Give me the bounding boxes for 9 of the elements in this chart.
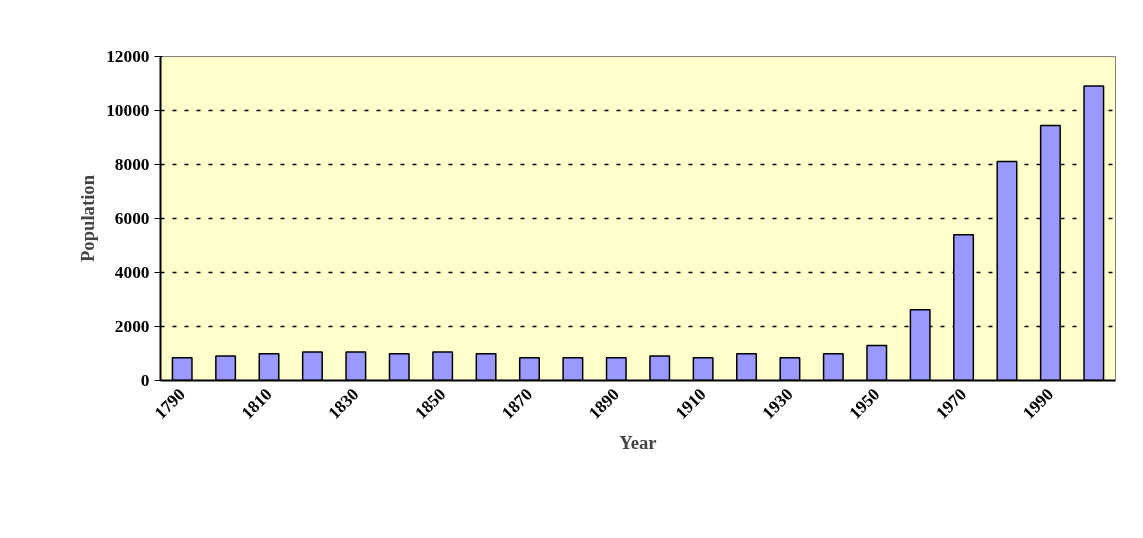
y-tick-label: 2000 (114, 317, 150, 336)
y-tick-label: 4000 (114, 263, 150, 282)
y-tick-label: 6000 (114, 209, 150, 228)
y-axis-title: Population (77, 174, 99, 263)
x-axis-title: Year (619, 431, 657, 453)
y-tick-label: 8000 (114, 155, 150, 174)
y-tick-label: 0 (140, 371, 150, 390)
y-tick-label: 10000 (106, 101, 150, 120)
y-tick-label: 12000 (106, 47, 150, 66)
